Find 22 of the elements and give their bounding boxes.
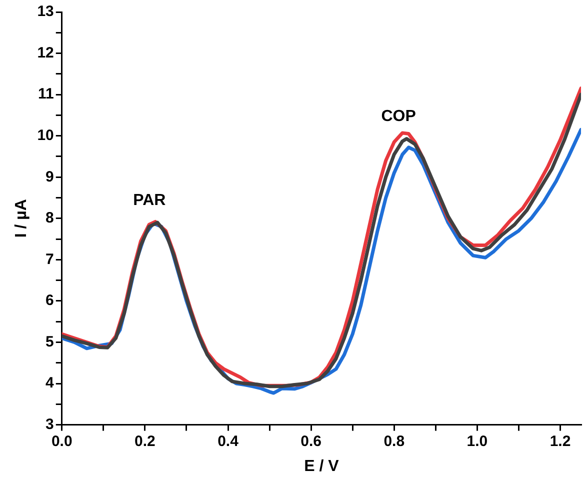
y-tick-label: 6 bbox=[46, 292, 54, 310]
y-tick-label: 3 bbox=[46, 416, 54, 433]
x-tick-label: 1.2 bbox=[550, 432, 571, 450]
x-tick-label: 0.8 bbox=[384, 432, 405, 450]
x-tick-label: 0.6 bbox=[300, 432, 322, 450]
y-tick-label: 7 bbox=[46, 250, 54, 268]
y-tick-label: 4 bbox=[46, 374, 55, 392]
y-tick-label: 10 bbox=[37, 126, 54, 144]
x-tick-label: 0.0 bbox=[51, 432, 72, 450]
x-axis-title: E / V bbox=[304, 458, 340, 475]
x-tick-label: 1.0 bbox=[466, 432, 488, 450]
y-tick-label: 8 bbox=[46, 210, 54, 227]
x-tick-label: 0.2 bbox=[134, 432, 156, 450]
annotation: PAR bbox=[133, 192, 166, 209]
y-tick-label: 5 bbox=[46, 333, 54, 350]
y-axis-title: I / µA bbox=[13, 198, 30, 238]
y-tick-label: 11 bbox=[38, 86, 54, 103]
y-tick-label: 13 bbox=[37, 3, 54, 20]
y-tick-label: 12 bbox=[37, 44, 54, 62]
y-tick-label: 9 bbox=[46, 168, 54, 186]
x-tick-label: 0.4 bbox=[218, 432, 240, 450]
annotation: COP bbox=[381, 108, 416, 126]
